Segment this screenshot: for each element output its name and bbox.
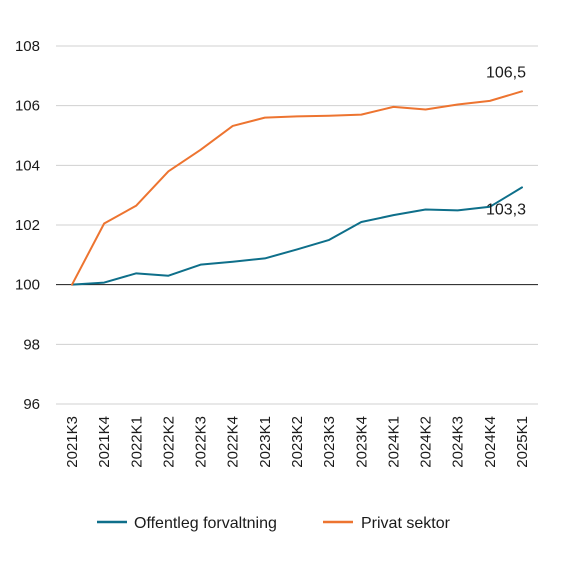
y-tick-label: 96 <box>23 396 40 413</box>
x-tick-label: 2024K2 <box>418 416 435 468</box>
x-tick-label: 2021K4 <box>96 416 113 468</box>
x-tick-label: 2024K1 <box>385 416 402 468</box>
series-line-offentleg-forvaltning <box>71 186 523 286</box>
y-tick-label: 106 <box>15 98 40 115</box>
x-tick-label: 2023K1 <box>257 416 274 468</box>
x-tick-label: 2023K2 <box>289 416 306 468</box>
x-tick-label: 2023K4 <box>353 416 370 468</box>
legend: Offentleg forvaltning Privat sektor <box>97 515 451 532</box>
series-lines <box>71 90 523 286</box>
legend-label: Privat sektor <box>361 515 451 532</box>
x-tick-label: 2023K3 <box>321 416 338 468</box>
y-axis-tick-labels: 96 98 100 102 104 106 108 <box>15 38 40 413</box>
x-tick-label: 2021K3 <box>64 416 81 468</box>
y-tick-label: 100 <box>15 277 40 294</box>
x-tick-label: 2025K1 <box>514 416 531 468</box>
x-tick-label: 2022K1 <box>128 416 145 468</box>
x-tick-label: 2022K2 <box>160 416 177 468</box>
data-labels: 103,3 106,5 <box>486 64 526 218</box>
y-tick-label: 108 <box>15 38 40 55</box>
x-tick-label: 2022K3 <box>193 416 210 468</box>
y-tick-label: 104 <box>15 157 40 174</box>
y-tick-label: 98 <box>23 336 40 353</box>
x-tick-label: 2022K4 <box>225 416 242 468</box>
legend-label: Offentleg forvaltning <box>134 515 277 532</box>
end-value-label: 106,5 <box>486 64 526 81</box>
x-tick-label: 2024K3 <box>450 416 467 468</box>
end-value-label: 103,3 <box>486 201 526 218</box>
series-line-privat-sektor <box>71 90 523 286</box>
x-axis-tick-labels: 2021K3 2021K4 2022K1 2022K2 2022K3 2022K4 2023… <box>64 416 531 468</box>
y-tick-label: 102 <box>15 217 40 234</box>
grid-lines <box>56 45 538 405</box>
x-tick-label: 2024K4 <box>482 416 499 468</box>
